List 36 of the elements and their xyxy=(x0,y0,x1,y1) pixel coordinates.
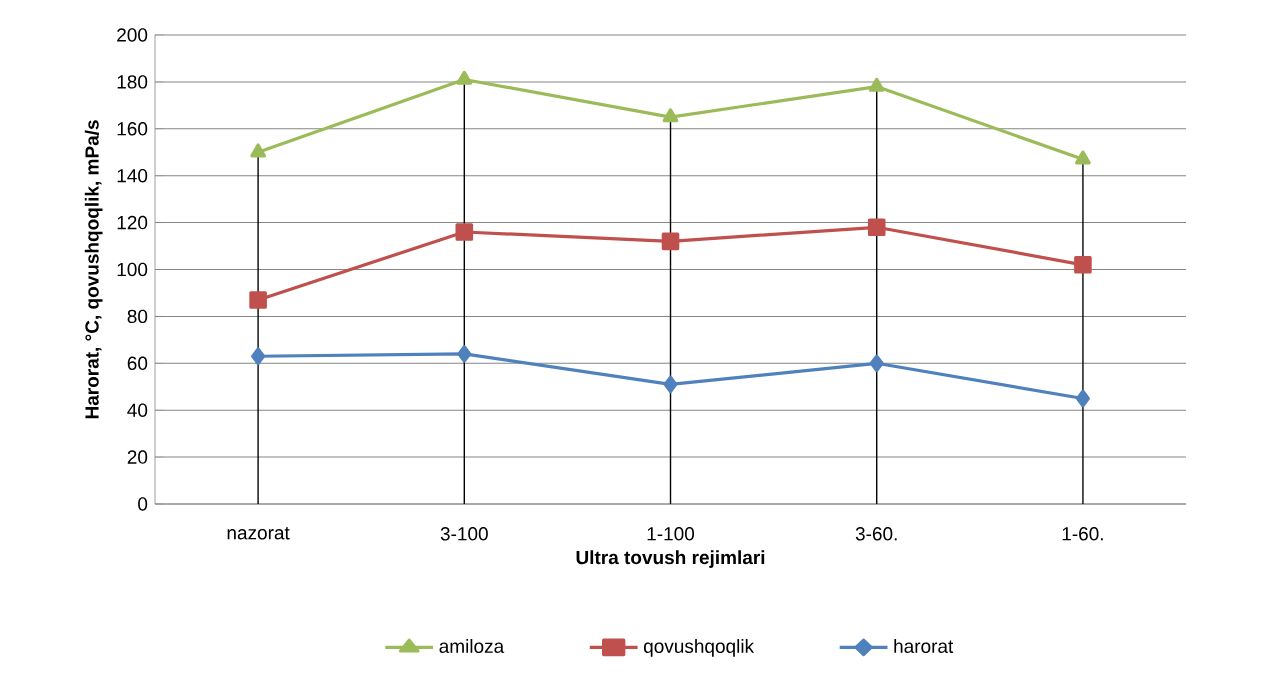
point xyxy=(867,218,886,237)
y-tick-label: 0 xyxy=(138,497,148,511)
point xyxy=(251,347,266,366)
point xyxy=(868,77,885,92)
x-tick-label: 3-100 xyxy=(440,527,488,541)
point xyxy=(456,70,473,85)
point xyxy=(249,291,267,309)
point xyxy=(250,143,266,158)
x-axis-title: Ultra tovush rejimlari xyxy=(576,550,765,568)
point xyxy=(661,232,680,251)
y-tick-label: 100 xyxy=(117,262,148,277)
point xyxy=(662,108,679,123)
y-axis-title: Harorat, °C, qovushqoqlik, mPa/s xyxy=(84,120,103,419)
y-tick-label: 80 xyxy=(127,309,148,324)
x-tick-label: 1-60. xyxy=(1062,527,1103,541)
y-tick-label: 160 xyxy=(117,122,148,136)
y-tick-label: 200 xyxy=(117,28,148,42)
y-tick-label: 180 xyxy=(117,75,148,89)
point xyxy=(663,375,678,394)
legend-label: harorat xyxy=(894,639,954,653)
point xyxy=(1075,150,1091,165)
y-tick-label: 140 xyxy=(117,168,148,183)
point xyxy=(1075,389,1090,408)
point xyxy=(869,354,884,373)
legend-label: amiloza xyxy=(439,639,505,653)
x-tick-label: 3-60. xyxy=(855,527,897,541)
y-tick-label: 20 xyxy=(127,450,148,464)
x-tick-label: 1-100 xyxy=(647,527,695,541)
y-tick-label: 60 xyxy=(127,356,148,371)
point xyxy=(457,345,472,363)
point xyxy=(1074,256,1092,274)
y-tick-label: 120 xyxy=(117,215,148,230)
y-tick-label: 40 xyxy=(127,403,148,417)
point xyxy=(455,223,474,241)
x-tick-label: nazorat xyxy=(227,527,290,540)
legend-label: qovushqoqlik xyxy=(643,639,755,657)
